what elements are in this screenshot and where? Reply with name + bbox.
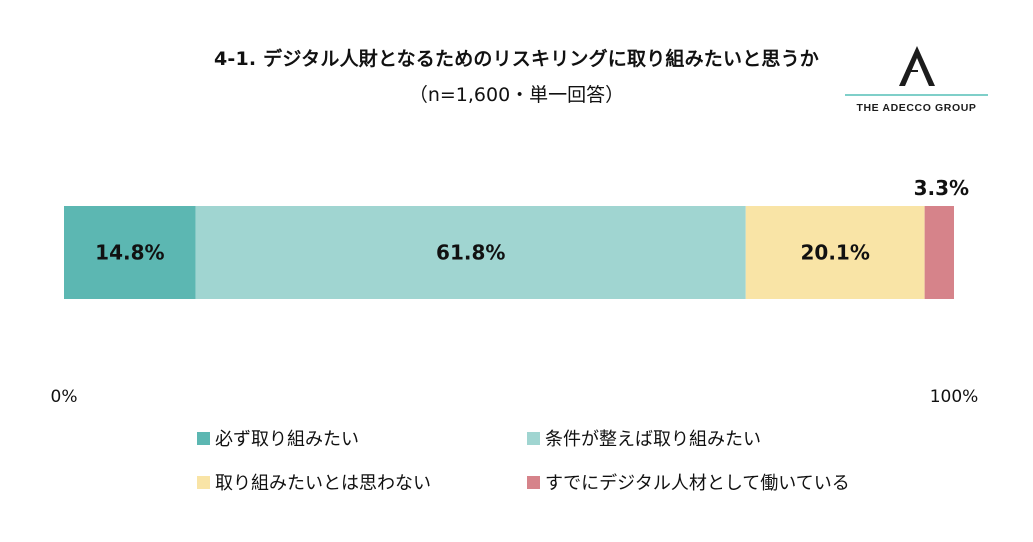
axis-label-max: 100% — [930, 387, 979, 407]
legend-swatch — [527, 475, 540, 489]
bar-segment-3 — [745, 206, 925, 299]
chart-legend: 必ず取り組みたい 条件が整えば取り組みたい取り組みたいとは思わない すでにデジタル人… — [197, 425, 897, 505]
chart-title: 4-1. デジタル人財となるためのリスキリングに取り組みたいと思うか — [213, 48, 819, 70]
legend-label: すでにデジタル人材として働いている — [545, 473, 850, 494]
adecco-logo: THE ADECCO GROUP — [845, 40, 988, 120]
adecco-a-logo-icon — [899, 46, 935, 86]
bar-segment-4 — [924, 206, 954, 299]
legend-item-4: すでにデジタル人材として働いている — [527, 469, 850, 495]
data-label-4: 3.3% — [914, 176, 969, 200]
legend-swatch — [527, 431, 540, 445]
legend-swatch — [197, 475, 210, 489]
bar-segment-2 — [195, 206, 746, 299]
logo-rule — [845, 94, 988, 96]
legend-item-2: 条件が整えば取り組みたい — [527, 425, 761, 451]
data-label-3: 20.1% — [800, 241, 869, 265]
data-label-2: 61.8% — [436, 241, 505, 265]
legend-label: 条件が整えば取り組みたい — [545, 429, 761, 450]
legend-item-1: 必ず取り組みたい — [197, 425, 359, 451]
legend-swatch — [197, 431, 210, 445]
legend-item-3: 取り組みたいとは思わない — [197, 469, 431, 495]
data-label-1: 14.8% — [95, 241, 164, 265]
legend-label: 必ず取り組みたい — [215, 429, 359, 450]
bar-segment-1 — [64, 206, 196, 299]
logo-brand-text: THE ADECCO GROUP — [856, 102, 977, 114]
legend-label: 取り組みたいとは思わない — [215, 473, 431, 494]
chart-subtitle: （n=1,600・単一回答） — [408, 84, 625, 106]
axis-label-min: 0% — [51, 387, 78, 407]
